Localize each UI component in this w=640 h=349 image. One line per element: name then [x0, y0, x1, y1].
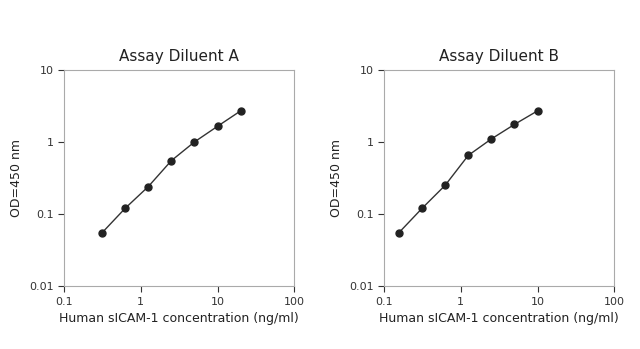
- X-axis label: Human sICAM-1 concentration (ng/ml): Human sICAM-1 concentration (ng/ml): [380, 312, 619, 325]
- Title: Assay Diluent B: Assay Diluent B: [439, 50, 559, 65]
- Y-axis label: OD=450 nm: OD=450 nm: [330, 139, 344, 217]
- Y-axis label: OD=450 nm: OD=450 nm: [10, 139, 24, 217]
- X-axis label: Human sICAM-1 concentration (ng/ml): Human sICAM-1 concentration (ng/ml): [60, 312, 299, 325]
- Title: Assay Diluent A: Assay Diluent A: [119, 50, 239, 65]
